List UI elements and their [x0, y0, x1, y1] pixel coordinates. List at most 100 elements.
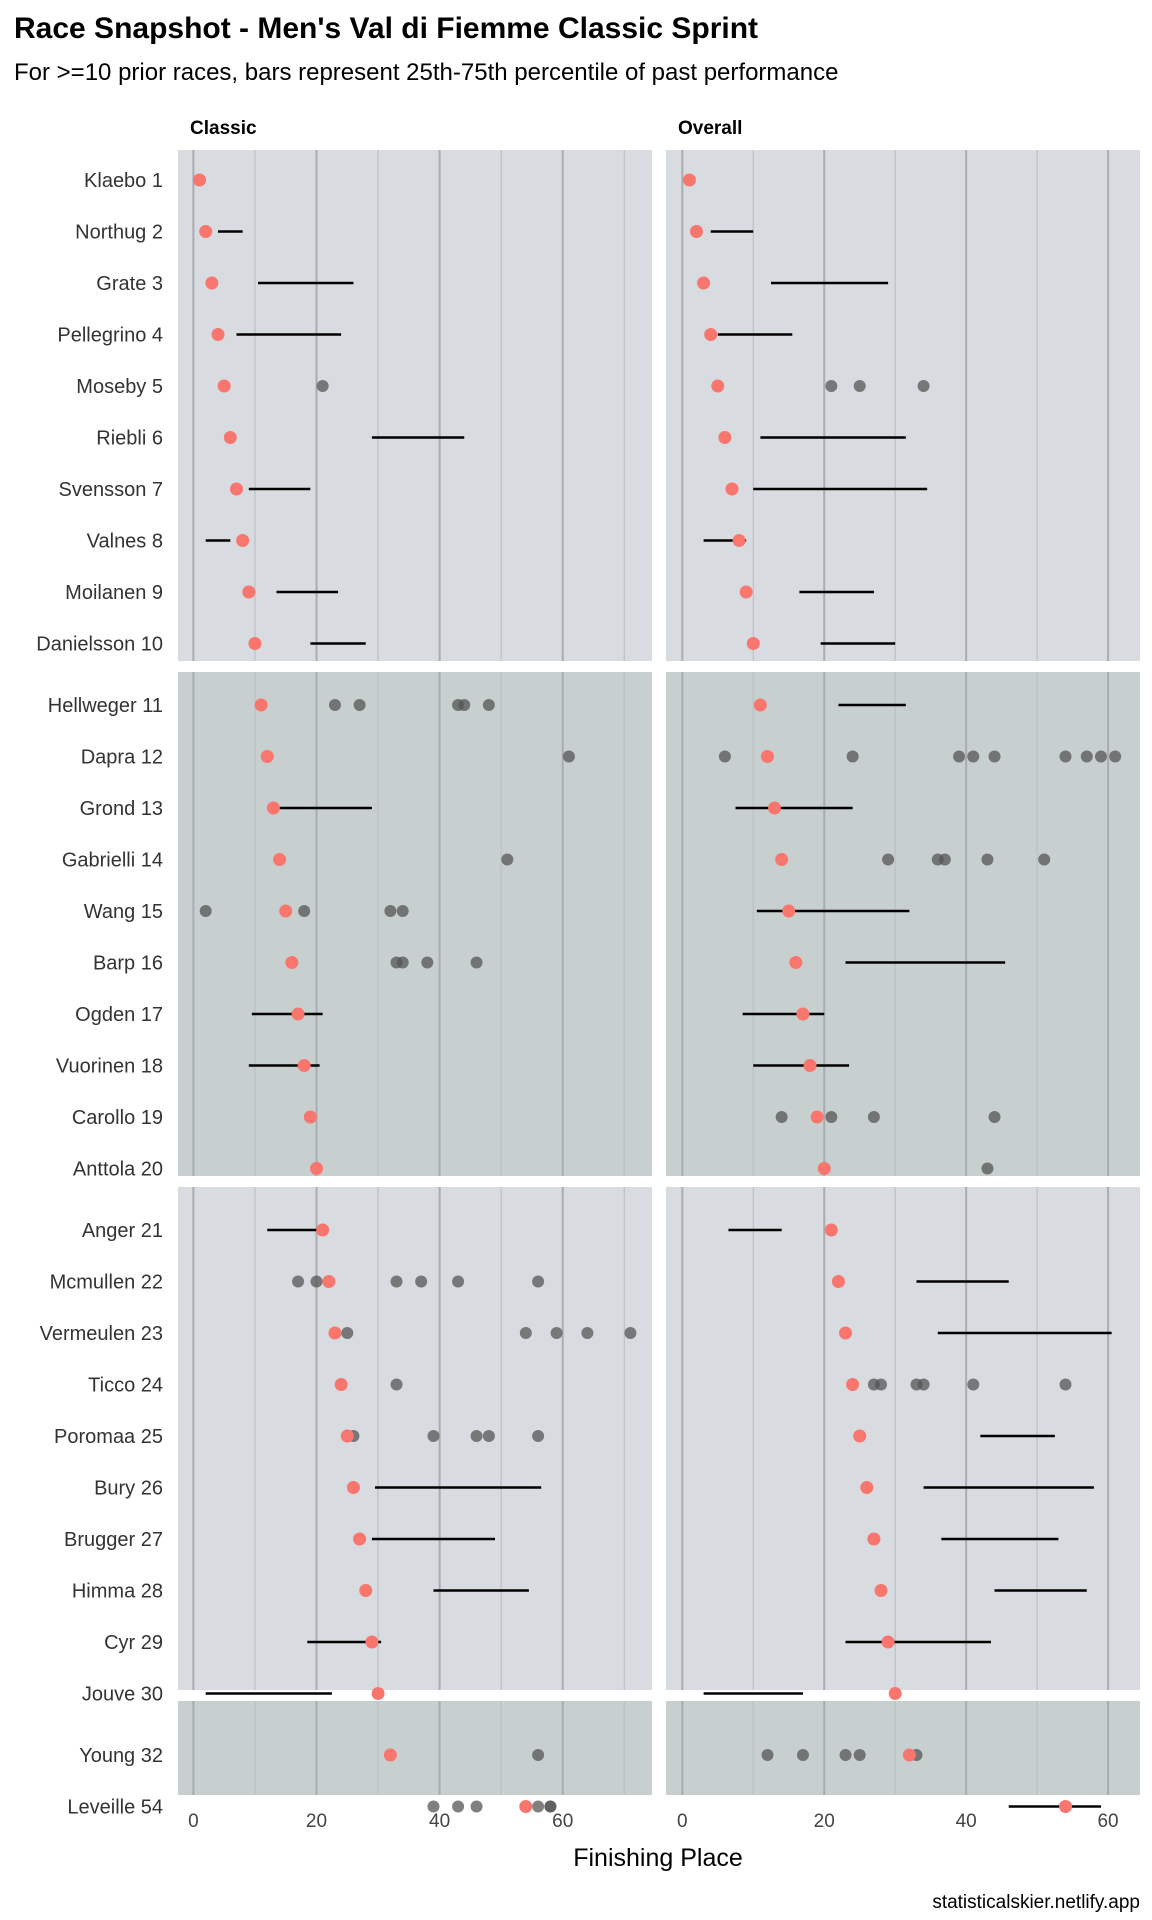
current-place-point — [365, 1635, 379, 1649]
panel-background — [666, 1701, 1140, 1795]
x-tick-label: 40 — [429, 1811, 450, 1832]
y-tick-label: Vuorinen 18 — [56, 1056, 163, 1078]
past-result-point — [519, 1327, 532, 1339]
current-place-point — [881, 1635, 895, 1649]
current-place-point — [817, 1162, 831, 1175]
facet-classic: Classic 0 20 40 60 — [178, 118, 652, 1832]
current-place-point — [353, 1532, 367, 1546]
past-result-point — [501, 853, 514, 866]
y-tick-label: Anttola 20 — [73, 1159, 163, 1181]
past-result-point — [1094, 750, 1107, 763]
current-place-point — [229, 482, 243, 496]
current-place-point — [316, 1223, 330, 1237]
panel-background — [178, 150, 652, 661]
panel-background — [178, 1187, 652, 1690]
current-place-point — [725, 482, 739, 496]
current-place-point — [760, 750, 774, 763]
past-result-point — [470, 956, 483, 969]
y-tick-label: Danielsson 10 — [36, 634, 163, 656]
past-result-point — [390, 1378, 403, 1391]
current-place-point — [682, 173, 696, 187]
past-result-point — [482, 699, 495, 711]
y-tick-label: Moseby 5 — [76, 376, 163, 398]
current-place-point — [810, 1110, 824, 1124]
x-tick-label: 0 — [188, 1811, 199, 1832]
past-result-point — [846, 750, 859, 763]
current-place-point — [789, 956, 803, 969]
current-place-point — [824, 1223, 838, 1237]
current-place-point — [242, 585, 256, 599]
current-place-point — [205, 276, 219, 290]
current-place-point — [383, 1748, 397, 1762]
past-result-point — [867, 1111, 880, 1123]
y-tick-label: Poromaa 25 — [54, 1426, 163, 1448]
current-place-point — [273, 853, 287, 866]
y-tick-label: Moilanen 9 — [65, 582, 163, 604]
current-place-point — [718, 431, 732, 444]
past-result-point — [396, 905, 409, 917]
current-place-point — [334, 1378, 348, 1391]
y-tick-label: Vermeulen 23 — [40, 1323, 163, 1345]
past-result-point — [981, 1162, 994, 1175]
y-tick-label: Brugger 27 — [64, 1529, 163, 1551]
x-tick-label: 60 — [552, 1811, 573, 1832]
past-result-point — [310, 1275, 323, 1288]
y-tick-label: Mcmullen 22 — [50, 1272, 163, 1294]
y-tick-label: Grond 13 — [80, 798, 163, 820]
current-place-point — [340, 1429, 354, 1443]
current-place-point — [199, 225, 213, 238]
chart-caption: statisticalskier.netlify.app — [932, 1892, 1140, 1913]
past-result-point — [988, 750, 1001, 763]
past-result-point — [981, 853, 994, 866]
current-place-point — [519, 1800, 533, 1813]
past-result-point — [775, 1111, 788, 1123]
current-place-point — [782, 904, 796, 918]
past-result-point — [458, 699, 471, 711]
y-tick-label: Riebli 6 — [96, 428, 163, 450]
past-result-point — [938, 853, 951, 866]
past-result-point — [532, 1430, 545, 1442]
past-result-point — [825, 1111, 838, 1123]
current-place-point — [690, 225, 704, 238]
y-tick-label: Hellweger 11 — [48, 695, 163, 717]
facet-strip-label: Classic — [190, 118, 257, 139]
past-result-point — [875, 1378, 888, 1391]
current-place-point — [254, 698, 268, 712]
current-place-point — [371, 1687, 385, 1700]
panel-background — [178, 1701, 652, 1795]
past-result-point — [415, 1275, 428, 1288]
past-result-point — [452, 1800, 465, 1813]
past-result-point — [316, 380, 329, 392]
y-tick-label: Dapra 12 — [81, 747, 163, 769]
past-result-point — [825, 380, 838, 392]
past-result-point — [470, 1800, 483, 1813]
past-result-point — [421, 956, 434, 969]
x-tick-label: 0 — [677, 1811, 688, 1832]
past-result-point — [917, 1378, 930, 1391]
past-result-point — [562, 750, 575, 763]
current-place-point — [746, 637, 760, 650]
current-place-point — [732, 534, 746, 547]
current-place-point — [310, 1162, 324, 1175]
past-result-point — [718, 750, 731, 763]
panel-background — [666, 150, 1140, 661]
chart-title: Race Snapshot - Men's Val di Fiemme Clas… — [14, 12, 758, 45]
y-tick-label: Barp 16 — [93, 953, 163, 975]
past-result-point — [967, 750, 980, 763]
past-result-point — [390, 1275, 403, 1288]
past-result-point — [470, 1430, 483, 1442]
current-place-point — [248, 637, 262, 650]
past-result-point — [882, 853, 895, 866]
past-result-point — [1059, 750, 1072, 763]
facet-overall: Overall 0 20 40 60 — [666, 118, 1140, 1832]
x-tick-label: 40 — [956, 1811, 977, 1832]
y-tick-label: Bury 26 — [94, 1478, 163, 1500]
current-place-point — [285, 956, 299, 969]
past-result-point — [1059, 1378, 1072, 1391]
past-result-point — [839, 1749, 852, 1761]
past-result-point — [292, 1275, 305, 1288]
past-result-point — [199, 905, 212, 917]
past-result-point — [761, 1749, 774, 1761]
current-place-point — [211, 328, 225, 341]
current-place-point — [860, 1481, 874, 1494]
